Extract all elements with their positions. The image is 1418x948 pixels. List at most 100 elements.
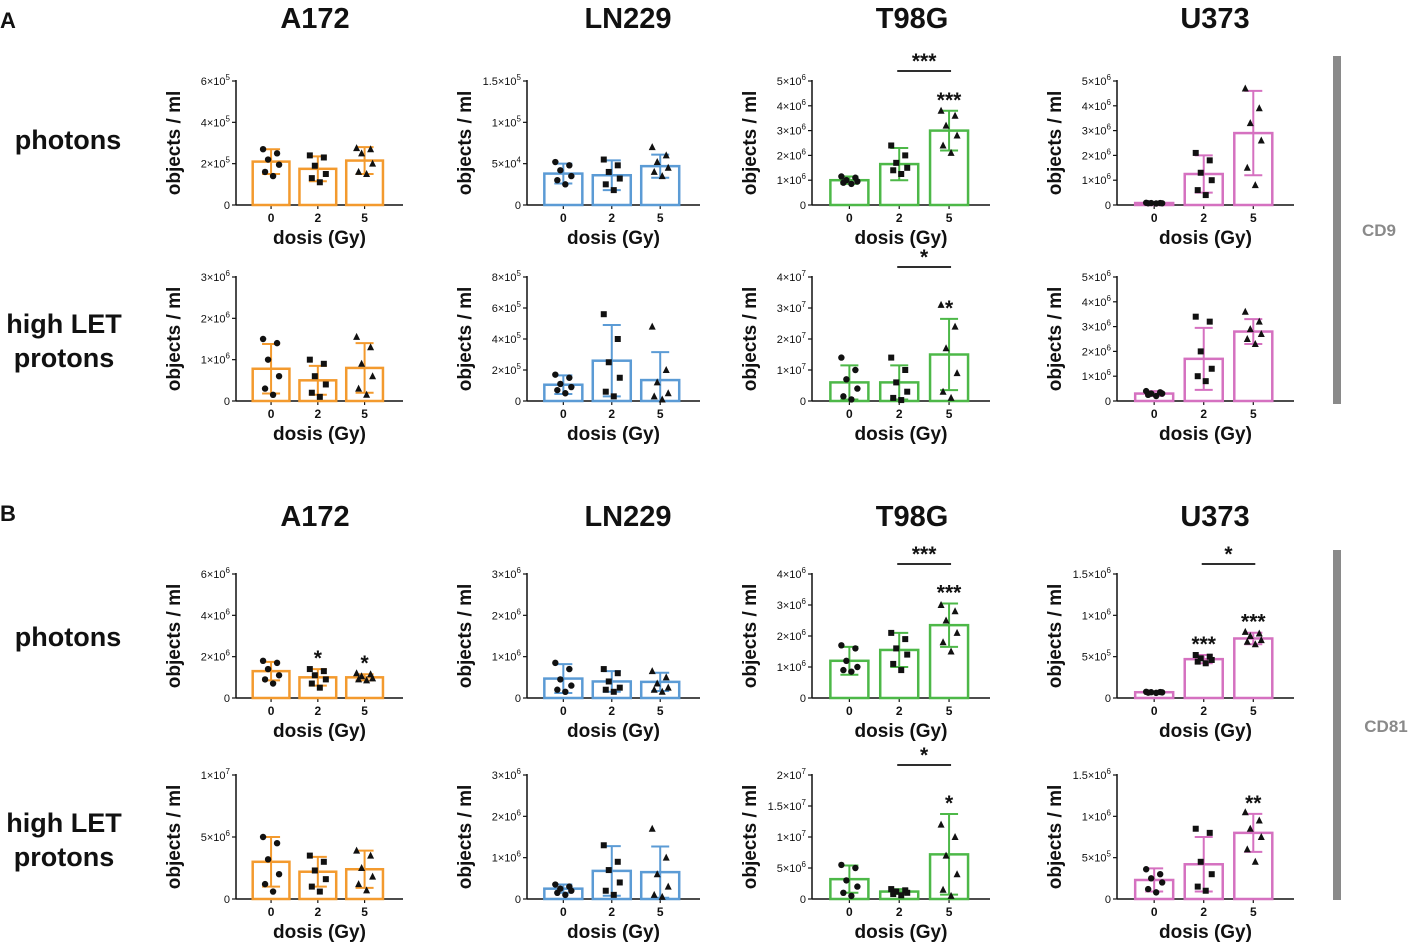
y-axis-label: objects / ml bbox=[740, 287, 761, 392]
significance-label: *** bbox=[937, 581, 962, 604]
data-point bbox=[662, 673, 670, 681]
chart-a-ln229-highlet: 0 2×105 4×105 6×105 8×105 0 2 5 dosis (Gy) object… bbox=[455, 269, 700, 445]
data-point bbox=[937, 300, 945, 308]
data-point bbox=[848, 180, 855, 188]
x-axis-label: dosis (Gy) bbox=[567, 922, 660, 943]
data-point bbox=[610, 891, 617, 898]
data-point bbox=[275, 161, 283, 168]
data-point bbox=[951, 833, 959, 840]
data-point bbox=[269, 172, 277, 180]
y-tick-label: 2×107 bbox=[777, 767, 807, 782]
data-point bbox=[1192, 652, 1199, 659]
y-tick-label: 4×106 bbox=[201, 607, 231, 622]
y-axis-label: objects / ml bbox=[1045, 91, 1066, 196]
y-tick-label: 5×106 bbox=[777, 73, 807, 88]
data-point bbox=[264, 156, 272, 163]
x-tick-label: 0 bbox=[268, 211, 275, 225]
data-point bbox=[602, 887, 609, 894]
x-tick-label: 5 bbox=[946, 905, 953, 919]
data-point bbox=[320, 668, 327, 675]
data-point bbox=[904, 164, 911, 171]
y-tick-label: 2×105 bbox=[201, 156, 231, 171]
data-point bbox=[1197, 655, 1204, 662]
data-point bbox=[1202, 660, 1209, 667]
bracket-label: *** bbox=[912, 50, 937, 73]
x-tick-label: 5 bbox=[361, 211, 368, 225]
y-tick-label: 1×106 bbox=[1082, 368, 1112, 383]
bracket-label: * bbox=[920, 246, 929, 269]
data-point bbox=[840, 889, 847, 896]
data-point bbox=[838, 354, 845, 361]
significance-label: *** bbox=[1241, 611, 1266, 634]
data-point bbox=[890, 167, 897, 174]
y-tick-label: 0 bbox=[1105, 200, 1111, 212]
x-tick-label: 2 bbox=[1200, 211, 1207, 225]
data-point bbox=[953, 870, 961, 878]
y-tick-label: 0 bbox=[800, 894, 806, 906]
title-a-ln229: LN229 bbox=[584, 3, 671, 35]
data-point bbox=[557, 167, 564, 174]
x-axis-label: dosis (Gy) bbox=[855, 922, 948, 943]
data-point bbox=[562, 390, 569, 397]
data-point bbox=[1255, 816, 1263, 824]
y-tick-label: 1×106 bbox=[201, 352, 231, 367]
x-axis-label: dosis (Gy) bbox=[1159, 424, 1252, 445]
x-tick-label: 2 bbox=[1200, 407, 1207, 421]
x-tick-label: 5 bbox=[946, 407, 953, 421]
data-point bbox=[369, 674, 377, 682]
y-tick-label: 3×106 bbox=[492, 767, 522, 782]
data-point bbox=[658, 892, 666, 900]
data-point bbox=[259, 657, 267, 664]
y-axis-label: objects / ml bbox=[164, 287, 185, 392]
data-point bbox=[358, 864, 366, 871]
x-tick-label: 2 bbox=[608, 211, 615, 225]
data-point bbox=[273, 659, 281, 667]
data-point bbox=[1243, 335, 1251, 342]
y-axis-label: objects / ml bbox=[1045, 584, 1066, 689]
data-point bbox=[264, 665, 272, 673]
significance-label: * bbox=[945, 297, 954, 320]
x-tick-label: 5 bbox=[657, 211, 664, 225]
data-point bbox=[662, 151, 670, 159]
data-point bbox=[316, 393, 323, 400]
data-point bbox=[614, 858, 621, 865]
x-tick-label: 5 bbox=[1250, 905, 1257, 919]
data-point bbox=[898, 171, 905, 177]
data-point bbox=[1251, 640, 1259, 648]
y-tick-label: 2×105 bbox=[492, 362, 522, 377]
chart-b-t98g-highlet: 0 5×106 1×107 1.5×107 2×107 0 2 5 * * dosis (Gy) ob… bbox=[740, 744, 990, 943]
data-point bbox=[951, 607, 959, 615]
data-point bbox=[1241, 307, 1249, 315]
chart-b-u373-highlet: 0 5×105 1×106 1.5×106 0 2 5 ** dosis (Gy) objects… bbox=[1045, 767, 1294, 943]
data-point bbox=[664, 683, 672, 691]
x-tick-label: 2 bbox=[608, 407, 615, 421]
chart-b-ln229-highlet: 0 1×106 2×106 3×106 0 2 5 dosis (Gy) objects / m… bbox=[455, 767, 700, 943]
y-tick-label: 0 bbox=[515, 894, 521, 906]
data-point bbox=[1152, 689, 1160, 697]
data-point bbox=[355, 167, 363, 175]
y-tick-label: 2×107 bbox=[777, 331, 807, 346]
x-axis-label: dosis (Gy) bbox=[855, 721, 948, 742]
data-point bbox=[1192, 149, 1199, 156]
data-point bbox=[568, 383, 575, 391]
data-point bbox=[311, 162, 318, 169]
y-tick-label: 1×106 bbox=[1082, 607, 1112, 622]
chart-b-ln229-photons: 0 1×106 2×106 3×106 0 2 5 dosis (Gy) objects / m… bbox=[455, 566, 700, 742]
data-point bbox=[1251, 181, 1259, 189]
title-b-a172: A172 bbox=[280, 501, 349, 533]
x-tick-label: 5 bbox=[1250, 211, 1257, 225]
y-tick-label: 3×106 bbox=[777, 597, 807, 612]
y-tick-label: 0 bbox=[800, 200, 806, 212]
row-label-b-photons: photons bbox=[15, 622, 121, 652]
x-tick-label: 0 bbox=[268, 407, 275, 421]
x-axis-label: dosis (Gy) bbox=[855, 228, 948, 249]
y-tick-label: 0 bbox=[1105, 894, 1111, 906]
data-point bbox=[939, 638, 947, 646]
data-point bbox=[890, 891, 897, 898]
data-point bbox=[616, 684, 623, 691]
y-tick-label: 5×106 bbox=[201, 829, 231, 844]
data-point bbox=[320, 858, 327, 865]
data-point bbox=[664, 882, 672, 890]
y-tick-label: 8×105 bbox=[492, 269, 522, 284]
data-point bbox=[600, 666, 607, 673]
